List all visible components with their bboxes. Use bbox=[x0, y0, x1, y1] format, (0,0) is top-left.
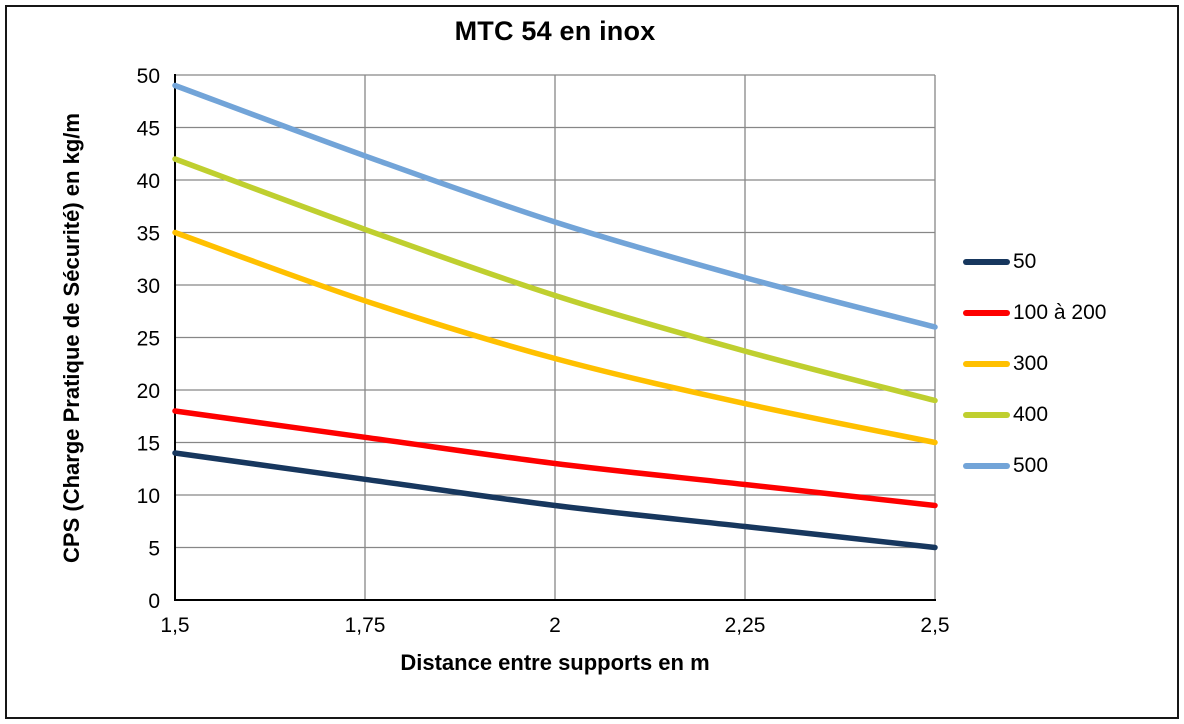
chart-title: MTC 54 en inox bbox=[454, 16, 656, 46]
y-tick-label: 45 bbox=[137, 118, 160, 141]
series-line-500 bbox=[172, 82, 938, 330]
y-tick-label: 40 bbox=[137, 170, 160, 193]
legend-item: 100 à 200 bbox=[963, 287, 1106, 338]
x-tick-label: 2,25 bbox=[725, 614, 766, 637]
y-tick-label: 5 bbox=[148, 538, 160, 561]
y-tick-label: 20 bbox=[137, 380, 160, 403]
series-line-100-à-200 bbox=[172, 408, 938, 509]
series-line-300 bbox=[172, 229, 938, 446]
legend-label: 500 bbox=[1013, 453, 1049, 477]
legend-swatch bbox=[963, 462, 1010, 469]
y-tick-label: 25 bbox=[137, 328, 160, 351]
legend-item: 50 bbox=[963, 236, 1106, 287]
x-axis-title: Distance entre supports en m bbox=[400, 650, 710, 675]
y-tick-label: 15 bbox=[137, 433, 160, 456]
legend-item: 400 bbox=[963, 389, 1106, 440]
legend-swatch bbox=[963, 258, 1010, 265]
x-tick-label: 2 bbox=[549, 614, 561, 637]
x-tick-label: 1,5 bbox=[160, 614, 189, 637]
legend-swatch bbox=[963, 360, 1010, 367]
y-tick-label: 10 bbox=[137, 485, 160, 508]
y-tick-label: 0 bbox=[148, 590, 160, 613]
legend-item: 500 bbox=[963, 440, 1106, 491]
legend-item: 300 bbox=[963, 338, 1106, 389]
legend-label: 300 bbox=[1013, 351, 1049, 375]
legend-label: 100 à 200 bbox=[1013, 300, 1107, 324]
y-tick-label: 50 bbox=[137, 65, 160, 88]
legend-swatch bbox=[963, 411, 1010, 418]
y-tick-label: 35 bbox=[137, 223, 160, 246]
x-tick-label: 2,5 bbox=[920, 614, 949, 637]
series-line-50 bbox=[172, 450, 938, 551]
legend-label: 50 bbox=[1013, 249, 1037, 273]
y-tick-label: 30 bbox=[137, 275, 160, 298]
legend-swatch bbox=[963, 309, 1010, 316]
legend: 50 100 à 200 300 400 500 bbox=[963, 236, 1106, 491]
legend-label: 400 bbox=[1013, 402, 1049, 426]
series-line-400 bbox=[172, 156, 938, 404]
x-tick-label: 1,75 bbox=[345, 614, 386, 637]
